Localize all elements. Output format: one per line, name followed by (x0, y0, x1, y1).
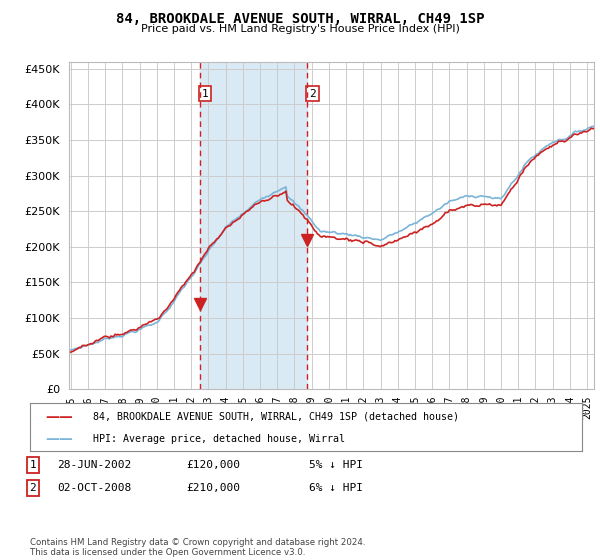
Text: 2: 2 (29, 483, 37, 493)
Text: ——: —— (45, 432, 73, 446)
Text: 5% ↓ HPI: 5% ↓ HPI (309, 460, 363, 470)
Text: ——: —— (45, 409, 73, 423)
Text: 6% ↓ HPI: 6% ↓ HPI (309, 483, 363, 493)
Text: 2: 2 (309, 88, 316, 99)
Text: 84, BROOKDALE AVENUE SOUTH, WIRRAL, CH49 1SP: 84, BROOKDALE AVENUE SOUTH, WIRRAL, CH49… (116, 12, 484, 26)
Text: 1: 1 (29, 460, 37, 470)
Text: 84, BROOKDALE AVENUE SOUTH, WIRRAL, CH49 1SP (detached house): 84, BROOKDALE AVENUE SOUTH, WIRRAL, CH49… (93, 412, 459, 422)
Text: HPI: Average price, detached house, Wirral: HPI: Average price, detached house, Wirr… (93, 434, 345, 444)
Text: Contains HM Land Registry data © Crown copyright and database right 2024.
This d: Contains HM Land Registry data © Crown c… (30, 538, 365, 557)
Bar (200, 62, 307, 389)
Text: £120,000: £120,000 (186, 460, 240, 470)
Text: 1: 1 (202, 88, 208, 99)
Text: 02-OCT-2008: 02-OCT-2008 (57, 483, 131, 493)
Text: £210,000: £210,000 (186, 483, 240, 493)
Text: 28-JUN-2002: 28-JUN-2002 (57, 460, 131, 470)
Text: Price paid vs. HM Land Registry's House Price Index (HPI): Price paid vs. HM Land Registry's House … (140, 24, 460, 34)
